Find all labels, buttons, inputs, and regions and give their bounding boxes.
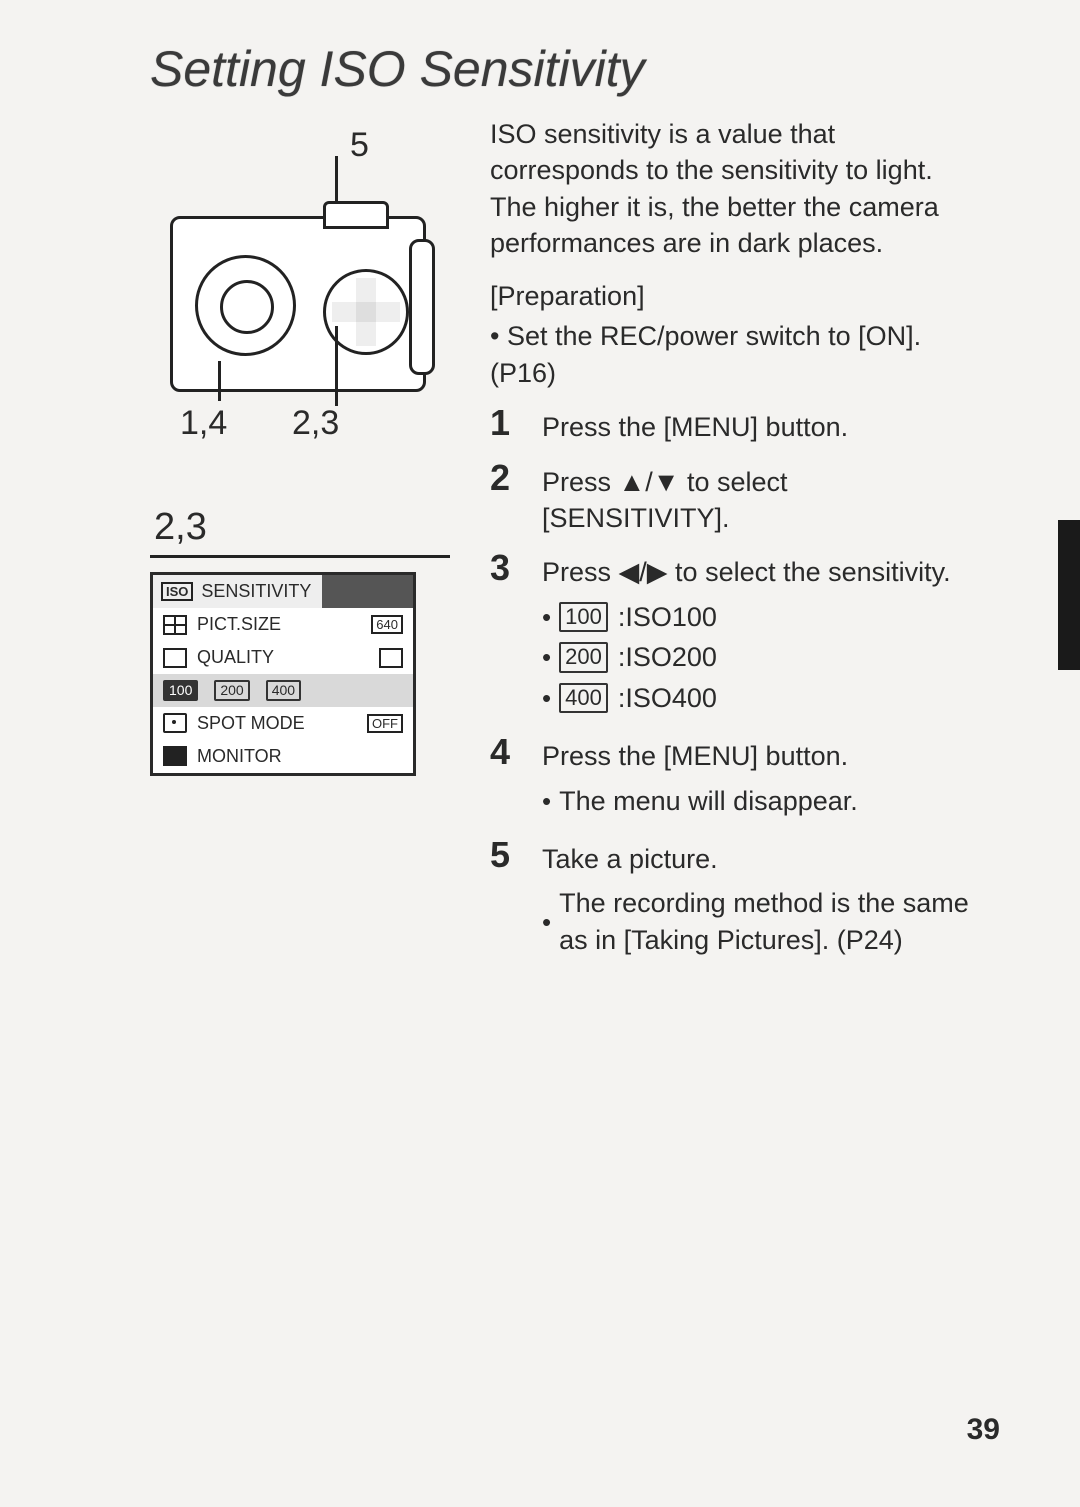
camera-illustration: 5 1,4 2,3: [150, 186, 450, 446]
step-4: 4 Press the [MENU] button. The menu will…: [490, 734, 970, 823]
lcd-pict-val: 640: [371, 615, 403, 634]
page-number: 39: [967, 1413, 1000, 1447]
callout-23: 2,3: [292, 404, 339, 443]
lcd-title-text: SENSITIVITY: [201, 581, 311, 602]
lcd-iso-400: 400: [266, 680, 301, 701]
intro-text: ISO sensitivity is a value that correspo…: [490, 116, 970, 262]
monitor-icon: [163, 746, 187, 766]
lcd-heading: 2,3: [154, 506, 450, 549]
lcd-quality-label: QUALITY: [197, 647, 274, 668]
quality-val-icon: [379, 648, 403, 668]
prep-item: • Set the REC/power switch to [ON]. (P16…: [490, 318, 970, 391]
lcd-spot-val: OFF: [367, 714, 403, 733]
opt-400-box: 400: [559, 683, 608, 713]
side-thumb-tab: [1058, 520, 1080, 670]
opt-100-box: 100: [559, 602, 608, 632]
opt-200-box: 200: [559, 642, 608, 672]
lcd-iso-200: 200: [214, 680, 249, 701]
quality-icon: [163, 648, 187, 668]
lcd-pict-label: PICT.SIZE: [197, 614, 281, 635]
lcd-monitor-label: MONITOR: [197, 746, 282, 767]
callout-14: 1,4: [180, 404, 227, 443]
step-2: 2 Press ▲/▼ to select [SENSITIVITY].: [490, 460, 970, 537]
step-5: 5 Take a picture. The recording method i…: [490, 837, 970, 962]
iso-badge: ISO: [161, 582, 193, 601]
lcd-iso-options: 100 200 400: [153, 674, 413, 707]
lcd-spot-label: SPOT MODE: [197, 713, 305, 734]
callout-5: 5: [350, 126, 369, 165]
spot-icon: [163, 713, 187, 733]
page-title: Setting ISO Sensitivity: [150, 40, 970, 98]
step-1: 1 Press the [MENU] button.: [490, 405, 970, 445]
step-3: 3 Press ◀/▶ to select the sensitivity. 1…: [490, 550, 970, 720]
prep-heading: [Preparation]: [490, 278, 970, 314]
lcd-screen: ISO SENSITIVITY PICT.SIZE 640 QUALITY: [150, 572, 416, 776]
pictsize-icon: [163, 615, 187, 635]
lcd-iso-100: 100: [163, 680, 198, 701]
